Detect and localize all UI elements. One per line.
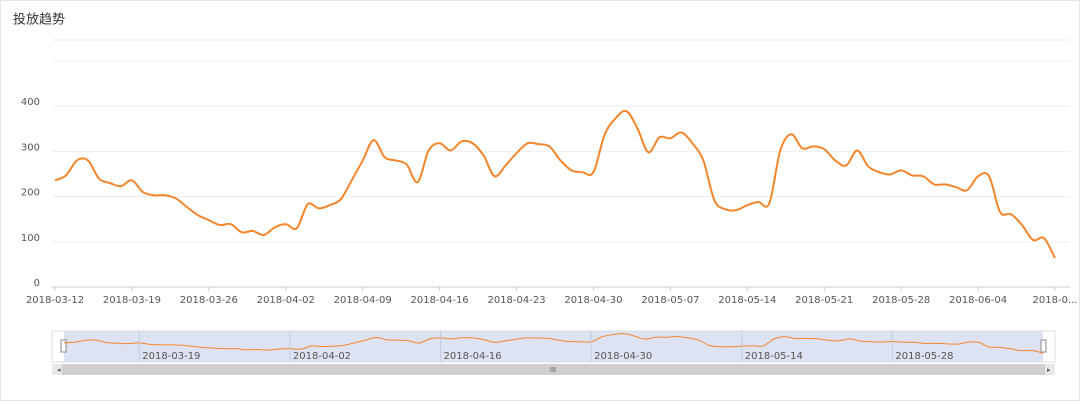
x-tick-label: 2018-05-14 [718,295,776,306]
x-tick-label: 2018-04-30 [564,295,622,306]
x-tick-label: 2018-03-19 [103,295,161,306]
x-tick-label: 2018-03-12 [26,295,84,306]
zoom-handle[interactable] [60,339,67,353]
scroll-arrow[interactable]: ◂ [57,366,61,374]
data-zoom[interactable]: ◂ ▸ III 2018-03-19 2018-04-02 2018-04-16 20… [51,330,1056,375]
x-tick-label: 2018-06-04 [949,295,1007,306]
zoom-tick-label: 2018-03-19 [142,351,200,362]
zoom-handle[interactable] [1040,339,1047,353]
scroll-arrow[interactable]: ▸ [1047,366,1051,374]
x-tick-label: 2018-05-28 [872,295,930,306]
y-tick-label: 100 [21,233,40,244]
x-tick-label: 2018-03-26 [180,295,238,306]
zoom-line [63,333,1044,354]
x-tick-label: 2018-05-07 [641,295,699,306]
zoom-tick-label: 2018-05-28 [895,351,953,362]
y-tick-label: 300 [21,142,40,153]
zoom-tick-label: 2018-04-16 [444,351,502,362]
x-tick-label: 2018-04-16 [411,295,469,306]
chart-title: 投放趋势 [13,12,65,28]
y-tick-label: 200 [21,188,40,199]
y-tick-label: 0 [34,278,40,289]
line [54,109,1056,259]
scroll-grip[interactable]: III [550,366,556,374]
zoom-tick-label: 2018-04-02 [293,351,351,362]
y-tick-label: 400 [21,97,40,108]
x-tick-label: 2018-04-02 [257,295,315,306]
zoom-tick-label: 2018-04-30 [594,351,652,362]
zoom-tick-label: 2018-05-14 [745,351,803,362]
x-tick-label: 2018-0... [1033,295,1078,306]
zoom-window[interactable] [64,331,1043,362]
x-tick-label: 2018-04-23 [487,295,545,306]
scrollbar-thumb[interactable] [62,364,1045,375]
x-tick-label: 2018-04-09 [334,295,392,306]
x-tick-label: 2018-05-21 [795,295,853,306]
